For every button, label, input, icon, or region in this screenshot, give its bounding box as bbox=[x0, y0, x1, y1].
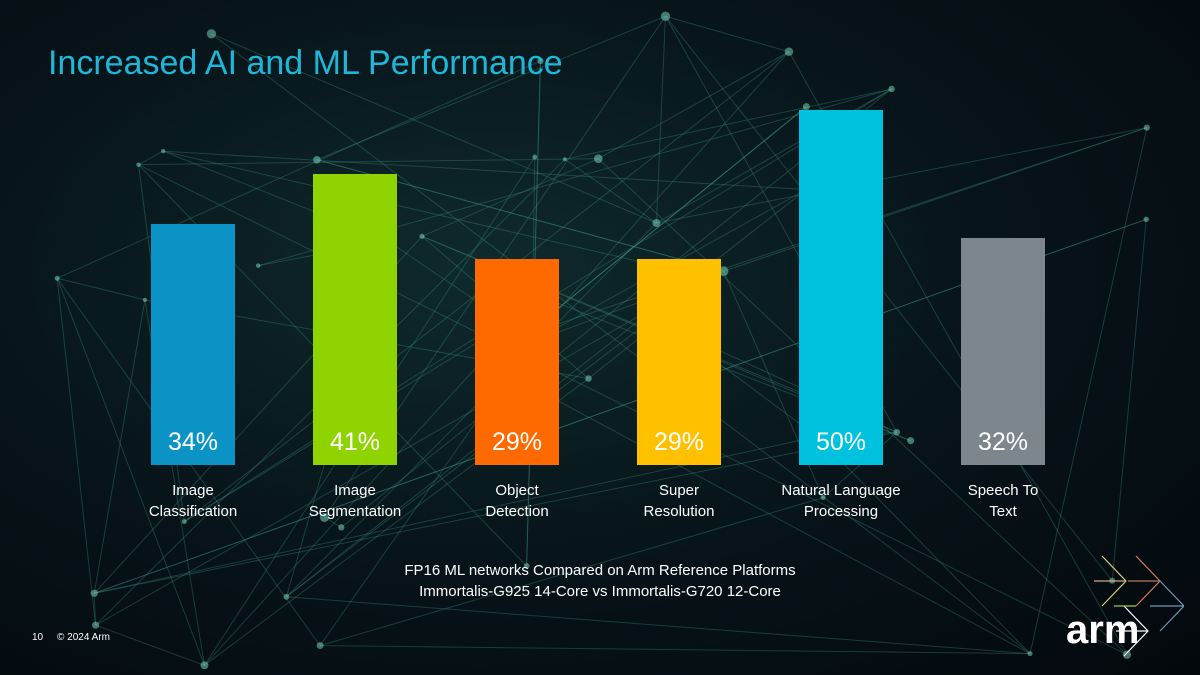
data-label: 29% bbox=[653, 428, 705, 456]
data-label: 41% bbox=[329, 428, 381, 456]
bar bbox=[475, 259, 559, 465]
footnote-line: FP16 ML networks Compared on Arm Referen… bbox=[404, 562, 796, 579]
category-label: Natural Language Processing bbox=[761, 480, 921, 522]
category-label-line: Segmentation bbox=[308, 503, 402, 520]
footnote: FP16 ML networks Compared on Arm Referen… bbox=[0, 560, 1200, 602]
arm-logo: arm bbox=[1066, 555, 1184, 657]
category-label: Image Classification bbox=[113, 480, 273, 522]
slide-title: Increased AI and ML Performance bbox=[48, 44, 563, 82]
page-footer: 10 © 2024 Arm bbox=[32, 632, 110, 643]
category-label: Object Detection bbox=[437, 480, 597, 522]
category-label-line: Processing bbox=[803, 503, 879, 520]
data-label: 50% bbox=[815, 428, 867, 456]
category-label: Image Segmentation bbox=[275, 480, 435, 522]
category-label-line: Detection bbox=[485, 503, 549, 520]
category-label-line: Image bbox=[172, 482, 214, 499]
page-number: 10 bbox=[32, 632, 44, 643]
bar bbox=[637, 259, 721, 465]
category-label-line: Speech To bbox=[967, 482, 1039, 499]
category-label-line: Resolution bbox=[643, 503, 715, 520]
bar bbox=[151, 223, 235, 465]
data-label: 29% bbox=[491, 428, 543, 456]
category-label-line: Natural Language bbox=[781, 482, 901, 499]
category-label: Super Resolution bbox=[599, 480, 759, 522]
data-label: 34% bbox=[167, 428, 219, 456]
bar bbox=[961, 237, 1045, 465]
category-label: Speech To Text bbox=[923, 480, 1083, 522]
category-label-line: Object bbox=[495, 482, 539, 499]
copyright: © 2024 Arm bbox=[57, 632, 110, 643]
category-label-line: Image bbox=[334, 482, 376, 499]
footnote-line: Immortalis-G925 14-Core vs Immortalis-G7… bbox=[419, 583, 781, 600]
bar bbox=[313, 173, 397, 465]
category-label-line: Classification bbox=[148, 503, 238, 520]
data-label: 32% bbox=[977, 428, 1029, 456]
arm-logo-text: arm bbox=[1066, 608, 1139, 652]
category-label-line: Text bbox=[989, 503, 1017, 520]
bar bbox=[799, 110, 883, 465]
category-label-line: Super bbox=[658, 482, 700, 499]
